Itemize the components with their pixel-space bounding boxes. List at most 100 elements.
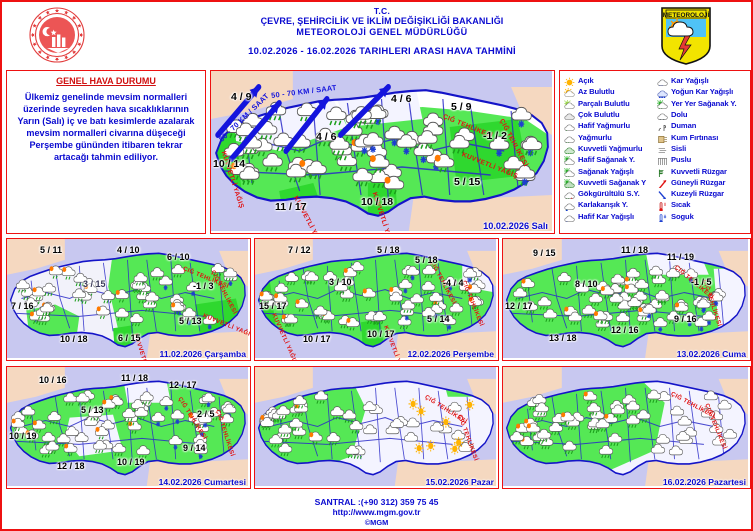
temperature-label: 3 / 15 (83, 279, 106, 289)
weather-symbols-legend-panel: Açık Kar Yağışlı Az Bulutlu Yoğun Kar Yağış… (559, 70, 751, 234)
legend-item-8: Hafif Yağmurlu (564, 120, 655, 132)
legend-item-4: Parçalı Bulutlu (564, 98, 655, 109)
strong-wind-icon (657, 166, 668, 177)
legend-item-9: Duman (657, 120, 748, 132)
summary-body-text: Ülkemiz genelinde mevsim normalleri üzer… (17, 92, 195, 163)
footer-copyright: ©MGM (364, 517, 389, 527)
rain-icon (564, 132, 575, 143)
header-line-ministry: ÇEVRE, ŞEHİRCİLİK VE İKLİM DEĞİŞİKLİĞİ B… (260, 16, 504, 27)
temperature-label: 11 / 18 (121, 373, 149, 383)
temperature-label: 5 / 18 (377, 245, 400, 255)
legend-item-17: Kuvvetli Rüzgar (657, 165, 748, 177)
map-date-caption: 14.02.2026 Cumartesi (158, 477, 246, 487)
legend-item-label: Güneyli Rüzgar (671, 177, 726, 187)
forecast-map-tuesday[interactable]: 50 - 70 KM / SAAT 50 - 70 KM / SAAT ÇIĞ TE… (210, 70, 555, 234)
temperature-label: 3 / 10 (329, 277, 352, 287)
legend-item-label: Yer Yer Sağanak Y. (671, 98, 737, 108)
footer-phone: SANTRAL :(+90 312) 359 75 45 (314, 496, 439, 507)
meteoroloji-logo-icon: METEOROLOJİ (657, 4, 715, 66)
temperature-label: 7 / 12 (288, 245, 311, 255)
legend-item-label: Gökgürültülü S.Y. (578, 189, 640, 199)
temperature-label: 10 / 18 (361, 196, 394, 208)
map-date-caption: 15.02.2026 Pazar (425, 477, 494, 487)
shower-icon (564, 166, 575, 177)
forecast-map-monday[interactable]: ÇIĞ TEHLİKESİ ÇIĞ TEHLİKESİ 16.02.2026 Paz… (502, 366, 751, 489)
forecast-map-saturday[interactable]: ÇIĞ TEHLİKESİ ÇIĞ TEHLİKESİ 10 / 16 11 / 18… (6, 366, 251, 489)
legend-item-label: Puslu (671, 155, 692, 165)
temperature-label: 4 / 6 (391, 93, 412, 105)
temperature-label: 11 / 17 (275, 201, 307, 213)
page-header: T.C. ÇEVRE, ŞEHİRCİLİK VE İKLİM DEĞİŞİKL… (2, 2, 751, 66)
forecast-map-wednesday[interactable]: ÇIĞ TEHLİKESİ ÇIĞ TEHLİKESİ KUVVETLİ YAĞIŞ… (6, 238, 251, 361)
temperature-label: 7 / 16 (11, 301, 34, 311)
legend-item-19: Güneyli Rüzgar (657, 177, 748, 188)
legend-item-13: Sisli (657, 143, 748, 154)
page-footer: SANTRAL :(+90 312) 359 75 45 http://www.… (2, 497, 751, 527)
temperature-label: -1 / 2 (483, 130, 507, 142)
footer-url[interactable]: http://www.mgm.gov.tr (332, 507, 421, 517)
legend-item-2: Az Bulutlu (564, 86, 655, 98)
legend-item-22: Karlakarışık Y. (564, 199, 655, 211)
temperature-label: 10 / 18 (60, 334, 88, 344)
map-date-caption: 13.02.2026 Cuma (676, 349, 746, 359)
legend-item-label: Sağanak Yağışlı (578, 166, 634, 176)
temperature-label: 11 / 18 (621, 245, 649, 255)
legend-item-20: Gökgürültülü S.Y. (564, 188, 655, 200)
legend-item-25: Soguk (657, 211, 748, 222)
legend-item-16: Sağanak Yağışlı (564, 165, 655, 177)
legend-item-label: Çok Bulutlu (578, 110, 620, 120)
heavy-snow-icon (657, 86, 668, 98)
legend-item-label: Kum Fırtınası (671, 132, 719, 142)
legend-item-5: Yer Yer Sağanak Y. (657, 98, 748, 109)
hail-icon (657, 109, 668, 121)
legend-item-10: Yağmurlu (564, 131, 655, 143)
legend-item-label: Parçalı Bulutlu (578, 98, 630, 108)
temperature-label: 10 / 17 (303, 334, 331, 344)
light-rain-icon (564, 120, 575, 132)
temperature-label: 12 / 18 (57, 461, 85, 471)
legend-item-21: Kuzeyli Rüzgar (657, 188, 748, 200)
forecast-map-sunday[interactable]: ÇIĞ TEHLİKESİ ÇIĞ TEHLİKESİ 15.02.2026 Paz… (254, 366, 499, 489)
legend-item-label: Kuzeyli Rüzgar (671, 189, 725, 199)
turkish-republic-emblem-icon (25, 4, 89, 66)
temperature-label: 5 / 18 (415, 255, 438, 265)
temperature-label: 9 / 15 (533, 248, 556, 258)
legend-item-label: Kuvvetli Rüzgar (671, 166, 727, 176)
legend-item-7: Dolu (657, 109, 748, 121)
temperature-label: -1 / 3 (193, 281, 214, 291)
legend-item-15: Puslu (657, 154, 748, 166)
temperature-label: 12 / 16 (611, 325, 639, 335)
temperature-label: 8 / 10 (575, 279, 598, 289)
forecast-map-thursday[interactable]: ÇIĞ TEHLİKESİ ÇIĞ TEHLİKESİ KUVVETLİ YAĞIŞ… (254, 238, 499, 361)
general-weather-summary-panel: GENEL HAVA DURUMU Ülkemiz genelinde mevs… (6, 70, 206, 234)
temperature-label: 5 / 9 (451, 101, 472, 113)
sleet-icon (564, 199, 575, 211)
temperature-label: 15 / 17 (259, 301, 287, 311)
haze-icon (657, 154, 668, 166)
temperature-label: 4 / 6 (316, 131, 337, 143)
scattered-shower-icon (657, 98, 668, 109)
legend-item-24: Hafif Kar Yağışlı (564, 211, 655, 222)
legend-item-0: Açık (564, 75, 655, 87)
forecast-map-friday[interactable]: ÇIĞ TEHLİKESİ ÇIĞ TEHLİKESİ 9 / 15 11 / 18 1… (502, 238, 751, 361)
sun-icon (564, 75, 575, 87)
svg-text:METEOROLOJİ: METEOROLOJİ (663, 10, 710, 19)
legend-item-11: Kum Fırtınası (657, 131, 748, 143)
map-date-caption: 16.02.2026 Pazartesi (662, 477, 746, 487)
thunderstorm-icon (564, 188, 575, 200)
legend-item-label: Yağmurlu (578, 132, 612, 142)
legend-item-18: Kuvvetli Sağanak Y (564, 177, 655, 188)
temperature-label: 10 / 19 (117, 457, 145, 467)
temperature-label: -1 / 5 (691, 277, 712, 287)
temperature-label: 5 / 14 (427, 314, 450, 324)
legend-item-label: Dolu (671, 110, 688, 120)
legend-item-label: Sisli (671, 143, 687, 153)
header-line-tc: T.C. (373, 6, 391, 16)
temperature-label: 10 / 14 (213, 158, 246, 170)
header-line-directorate: METEOROLOJİ GENEL MÜDÜRLÜĞÜ (296, 26, 468, 37)
heavy-rain-icon (564, 143, 575, 155)
legend-item-1: Kar Yağışlı (657, 75, 748, 87)
temperature-label: 4 / 9 (231, 91, 252, 103)
summary-title: GENEL HAVA DURUMU (56, 76, 156, 86)
